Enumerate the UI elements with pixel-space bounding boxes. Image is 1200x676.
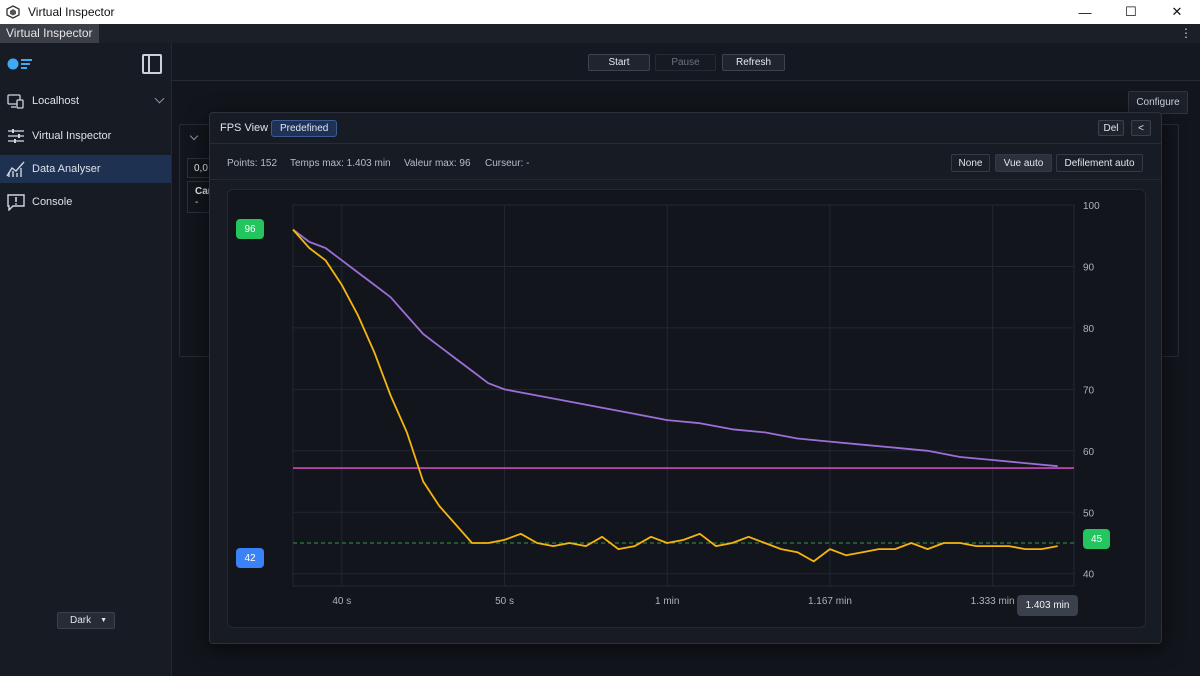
y-tick-label: 40 [1083, 570, 1095, 581]
menu-strip: Virtual Inspector ⋮ [0, 24, 1200, 43]
sidebar-item-label: Localhost [32, 95, 80, 107]
window-controls: — ☐ ✕ [1062, 0, 1200, 24]
theme-select-value: Dark [70, 615, 92, 626]
app-logo-icon [6, 5, 20, 19]
minimize-button[interactable]: — [1078, 4, 1092, 20]
divider [210, 179, 1161, 180]
mode-none-button[interactable]: None [951, 154, 990, 172]
sidebar-item-label: Console [32, 196, 73, 208]
sidebar-toggle-icon[interactable] [142, 54, 162, 74]
y-tick-label: 100 [1083, 201, 1100, 212]
refresh-button[interactable]: Refresh [722, 54, 785, 71]
divider [210, 143, 1161, 144]
toolbar: Start Pause Refresh [172, 43, 1200, 81]
mode-vue-auto-button[interactable]: Vue auto [995, 154, 1052, 172]
sidebar-item-virtual-inspector[interactable]: Virtual Inspector [0, 122, 171, 150]
menu-tab-virtual-inspector[interactable]: Virtual Inspector [0, 24, 99, 43]
close-button[interactable]: ✕ [1171, 4, 1183, 19]
x-tick-label: 40 s [332, 596, 351, 607]
sidebar-item-localhost[interactable]: Localhost [0, 87, 171, 115]
start-button[interactable]: Start [588, 54, 650, 71]
caret-down-icon: ▼ [100, 617, 108, 624]
del-button[interactable]: Del [1098, 120, 1124, 136]
sidebar: Localhost Virtual Inspector Data Analyse… [0, 43, 172, 676]
stat-curseur: Curseur: - [485, 158, 530, 169]
window-title: Virtual Inspector [28, 5, 115, 19]
y-tick-label: 60 [1083, 447, 1095, 458]
background-card-value: - [195, 197, 199, 208]
chart-line-icon [5, 160, 27, 178]
theme-select[interactable]: Dark ▼ [57, 612, 115, 629]
stat-temps-max: Temps max: 1.403 min [290, 158, 391, 169]
current-value-badge: 45 [1083, 529, 1110, 549]
y-tick-label: 50 [1083, 508, 1095, 519]
x-tick-label: 1.333 min [971, 596, 1015, 607]
predefined-tag[interactable]: Predefined [271, 120, 338, 137]
x-tick-label: 1 min [655, 596, 679, 607]
sidebar-item-console[interactable]: Console [0, 188, 171, 216]
maximize-button[interactable]: ☐ [1125, 4, 1137, 19]
fps-view-window: FPS View Predefined Del < Points: 152 Te… [209, 112, 1162, 644]
device-connect-icon [5, 92, 27, 110]
background-card-label: Car [195, 186, 212, 197]
series-line-fps [292, 229, 1058, 563]
more-options-icon[interactable]: ⋮ [1180, 26, 1192, 40]
x-tick-label: 1.167 min [808, 596, 852, 607]
sliders-icon [5, 127, 27, 145]
pause-button[interactable]: Pause [655, 54, 716, 71]
time-cursor-tag: 1.403 min [1017, 595, 1078, 616]
y-tick-label: 80 [1083, 324, 1095, 335]
fps-view-title: FPS View [220, 122, 269, 134]
sidebar-item-data-analyser[interactable]: Data Analyser [0, 155, 171, 183]
x-tick-label: 50 s [495, 596, 514, 607]
max-value-badge: 96 [236, 219, 264, 239]
y-tick-label: 90 [1083, 262, 1095, 273]
configure-button[interactable]: Configure [1128, 91, 1188, 114]
series-line-smoothed [292, 228, 1058, 468]
window-titlebar: Virtual Inspector — ☐ ✕ [0, 0, 1200, 24]
plot-frame [292, 204, 1075, 587]
sidebar-item-label: Data Analyser [32, 163, 101, 175]
stat-valeur-max: Valeur max: 96 [404, 158, 471, 169]
y-tick-label: 70 [1083, 385, 1095, 396]
stat-points: Points: 152 [227, 158, 278, 169]
chart-card: 100 90 80 70 60 50 40 40 s 50 s 1 min 1.167 min 1.3… [227, 189, 1146, 628]
collapse-button[interactable]: < [1131, 120, 1151, 136]
alert-message-icon [5, 193, 27, 211]
brand-logo-icon [7, 58, 32, 70]
fps-line-chart[interactable]: 100 90 80 70 60 50 40 40 s 50 s 1 min 1.167 min 1.3… [228, 190, 1147, 629]
sidebar-item-label: Virtual Inspector [32, 130, 112, 142]
min-value-badge: 42 [236, 548, 264, 568]
chevron-down-icon[interactable] [154, 93, 165, 104]
mode-defilement-auto-button[interactable]: Defilement auto [1056, 154, 1143, 172]
